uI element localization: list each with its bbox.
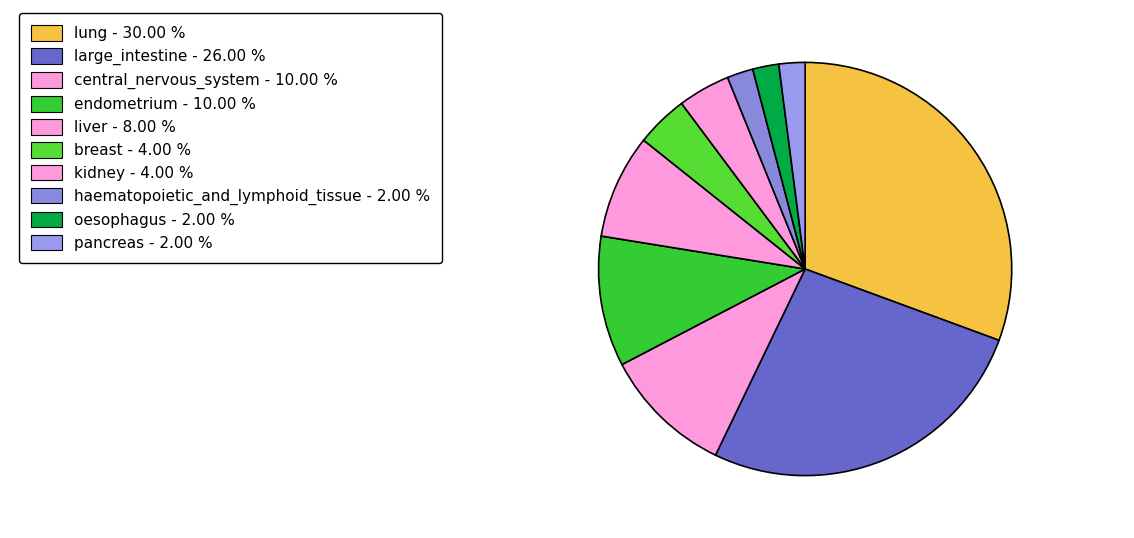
Wedge shape [728, 69, 805, 269]
Wedge shape [805, 62, 1012, 341]
Wedge shape [601, 140, 805, 269]
Wedge shape [682, 77, 805, 269]
Wedge shape [779, 62, 805, 269]
Wedge shape [716, 269, 999, 476]
Wedge shape [753, 64, 805, 269]
Wedge shape [644, 103, 805, 269]
Wedge shape [599, 236, 805, 365]
Legend: lung - 30.00 %, large_intestine - 26.00 %, central_nervous_system - 10.00 %, end: lung - 30.00 %, large_intestine - 26.00 … [19, 13, 442, 263]
Wedge shape [621, 269, 805, 455]
